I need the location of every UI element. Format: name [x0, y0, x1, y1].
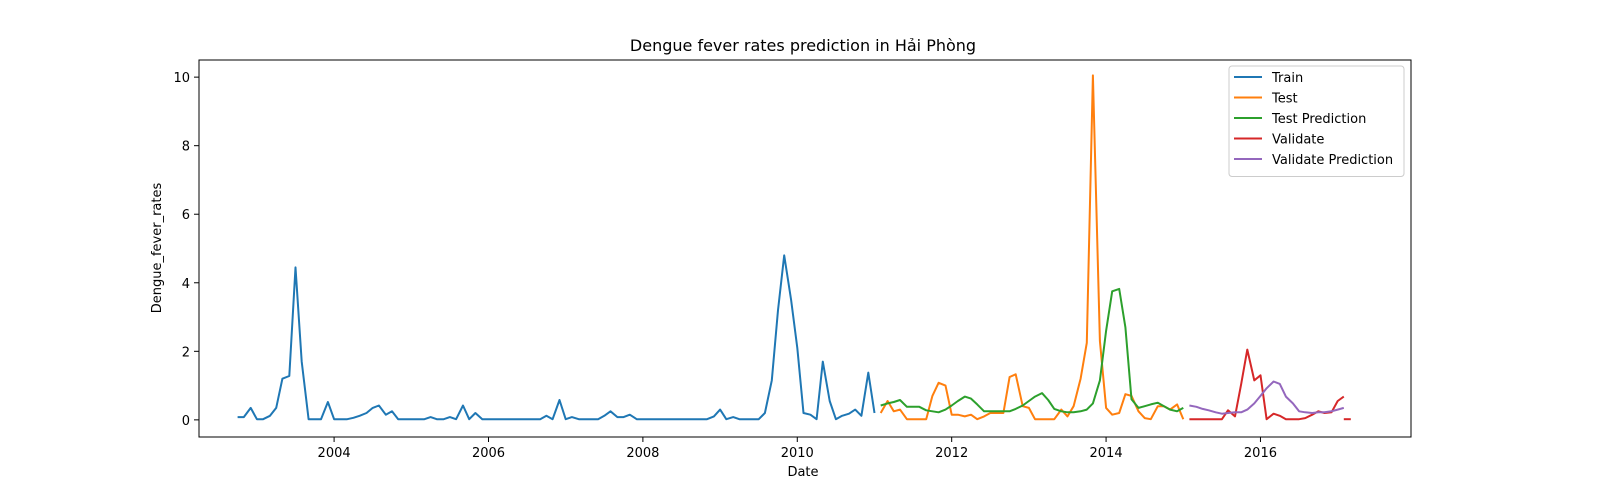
- y-axis-label: Dengue_fever_rates: [150, 183, 165, 314]
- y-tick-label: 0: [182, 414, 190, 429]
- y-tick-label: 8: [182, 140, 190, 155]
- x-tick-label: 2016: [1244, 446, 1277, 461]
- y-tick-label: 10: [173, 71, 190, 86]
- legend-label: Validate Prediction: [1272, 153, 1393, 168]
- x-tick-label: 2004: [318, 446, 351, 461]
- legend: Train Test Test Prediction Validate Validate…: [1228, 65, 1405, 177]
- y-tick-label: 4: [182, 277, 190, 292]
- series-line-test-prediction: [880, 287, 1184, 414]
- y-tick-label: 6: [182, 208, 190, 223]
- plot-area-frame: [198, 59, 1412, 438]
- x-tick-label: 2014: [1090, 446, 1123, 461]
- legend-label: Test: [1271, 92, 1298, 107]
- x-axis-label: Date: [787, 465, 818, 480]
- series-line-validate: [1189, 348, 1345, 421]
- series-line-validate-prediction: [1189, 380, 1345, 415]
- legend-label: Test Prediction: [1271, 112, 1366, 127]
- legend-label: Train: [1271, 71, 1303, 86]
- chart-title: Dengue fever rates prediction in Hải Phò…: [630, 36, 976, 55]
- y-tick-label: 2: [182, 345, 190, 360]
- legend-box: [1228, 65, 1405, 177]
- axis-ticks: 2004 2006 2008 2010 2012 2014 2016 0 2 4 6 8 10: [173, 71, 1277, 461]
- x-tick-label: 2012: [935, 446, 968, 461]
- series-line-test: [879, 74, 1185, 421]
- x-tick-label: 2008: [626, 446, 659, 461]
- x-tick-label: 2010: [781, 446, 814, 461]
- series-line-train: [237, 254, 876, 421]
- legend-label: Validate: [1272, 133, 1324, 148]
- series-lines: [237, 74, 1351, 421]
- x-tick-label: 2006: [472, 446, 505, 461]
